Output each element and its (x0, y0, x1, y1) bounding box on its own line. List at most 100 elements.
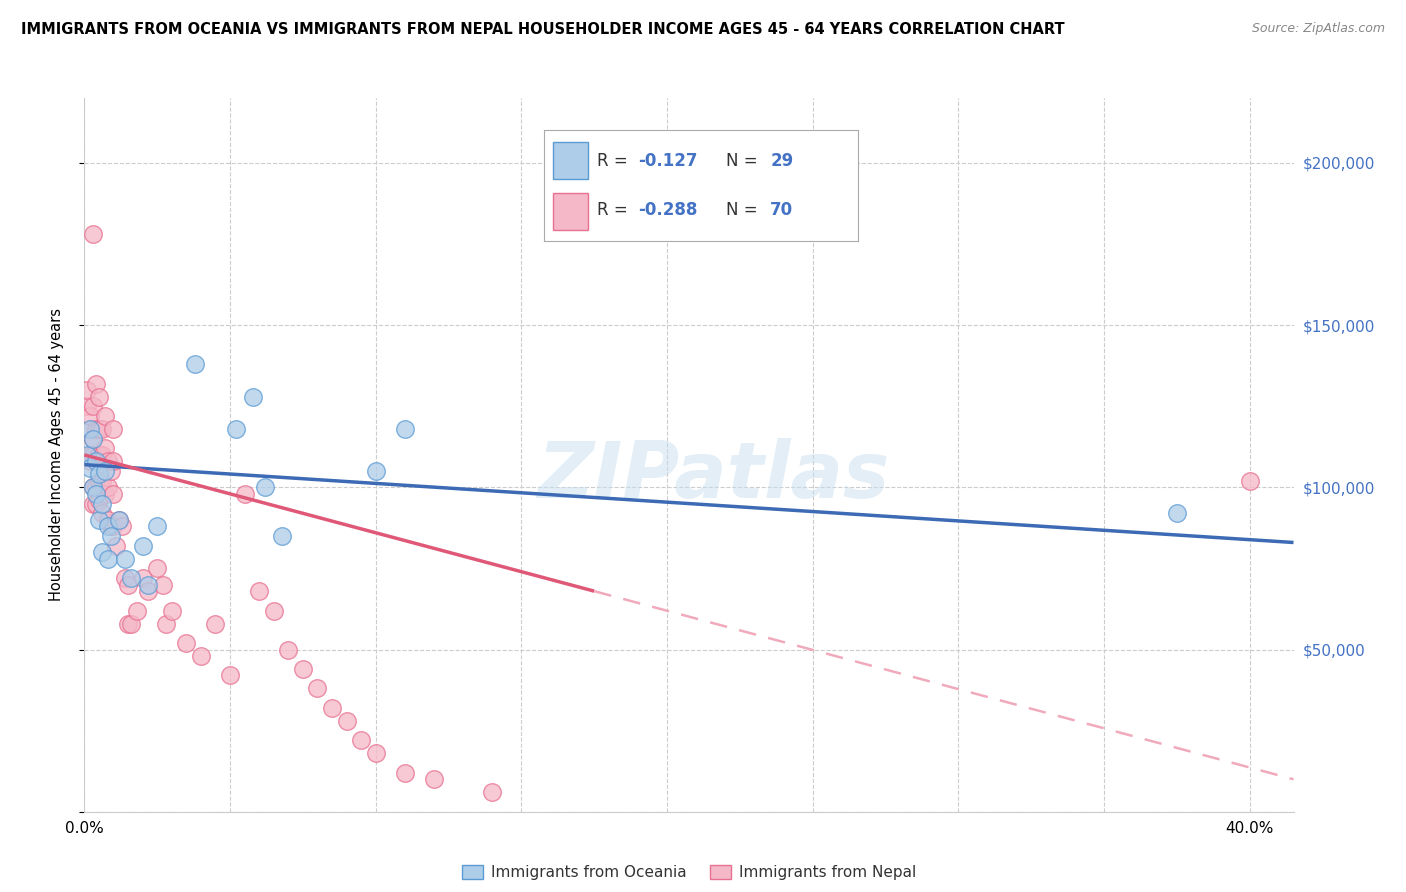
Point (100, 519, 122, 533)
Point (1239, 474, 1261, 488)
Point (82, 227, 104, 242)
Point (90, 422, 112, 436)
Point (138, 577, 160, 591)
Point (94, 487, 117, 501)
Point (97, 454, 120, 468)
Point (233, 487, 256, 501)
Point (79, 422, 101, 436)
Point (82, 399, 104, 413)
Point (100, 464, 122, 478)
Point (364, 747, 387, 761)
Point (82, 497, 104, 511)
Text: ZIPatlas: ZIPatlas (537, 438, 889, 515)
Point (336, 714, 359, 728)
Point (364, 464, 387, 478)
Point (103, 422, 125, 436)
Point (97, 513, 120, 527)
Point (84, 454, 107, 468)
Point (84, 497, 107, 511)
Point (155, 616, 177, 631)
Point (76, 383, 98, 397)
Text: Source: ZipAtlas.com: Source: ZipAtlas.com (1251, 22, 1385, 36)
Point (87, 513, 110, 527)
Point (94, 409, 117, 423)
Text: R =: R = (598, 202, 633, 219)
Point (94, 464, 117, 478)
Point (291, 662, 314, 676)
Point (105, 539, 128, 553)
Point (82, 480, 104, 494)
Bar (554, 143, 588, 179)
Point (131, 571, 153, 585)
Point (277, 642, 299, 657)
Point (103, 487, 125, 501)
Point (247, 584, 270, 599)
Text: N =: N = (725, 152, 763, 169)
Point (1166, 506, 1188, 520)
Point (87, 467, 110, 482)
Point (79, 409, 101, 423)
Point (90, 545, 112, 559)
Text: R =: R = (598, 152, 633, 169)
Point (84, 422, 107, 436)
Point (100, 529, 122, 543)
Point (114, 551, 136, 566)
Point (103, 519, 125, 533)
Point (225, 422, 247, 436)
Y-axis label: Householder Income Ages 45 - 64 years: Householder Income Ages 45 - 64 years (49, 309, 63, 601)
Point (90, 506, 112, 520)
Point (253, 480, 276, 494)
Point (176, 636, 198, 650)
Point (394, 422, 416, 436)
Point (307, 681, 329, 696)
Point (481, 785, 503, 799)
Point (184, 357, 207, 371)
Point (87, 474, 110, 488)
Point (103, 454, 125, 468)
Point (242, 390, 264, 404)
Point (271, 529, 294, 543)
Point (97, 480, 120, 494)
Point (84, 454, 107, 468)
Text: IMMIGRANTS FROM OCEANIA VS IMMIGRANTS FROM NEPAL HOUSEHOLDER INCOME AGES 45 - 64: IMMIGRANTS FROM OCEANIA VS IMMIGRANTS FR… (21, 22, 1064, 37)
Point (423, 772, 446, 787)
Point (146, 519, 169, 533)
Point (120, 616, 142, 631)
Point (204, 616, 226, 631)
Point (84, 487, 107, 501)
Point (97, 551, 120, 566)
Point (120, 571, 142, 585)
Point (117, 616, 139, 631)
Point (87, 493, 110, 508)
Point (94, 442, 117, 456)
Point (108, 513, 131, 527)
Point (76, 399, 98, 413)
Point (131, 539, 153, 553)
Point (82, 432, 104, 446)
Point (97, 519, 120, 533)
Text: -0.288: -0.288 (638, 202, 697, 219)
Point (87, 422, 110, 436)
Point (82, 448, 104, 462)
Point (160, 604, 183, 618)
Point (111, 519, 134, 533)
Point (90, 474, 112, 488)
Point (350, 733, 373, 747)
Point (76, 448, 98, 462)
Point (138, 584, 160, 599)
Point (79, 422, 101, 436)
Point (114, 571, 136, 585)
Point (219, 668, 242, 682)
Point (108, 513, 131, 527)
Text: -0.127: -0.127 (638, 152, 697, 169)
Point (125, 604, 148, 618)
Text: 29: 29 (770, 152, 793, 169)
Point (321, 701, 343, 715)
Point (263, 604, 285, 618)
Point (90, 448, 112, 462)
Point (82, 480, 104, 494)
Point (87, 448, 110, 462)
Point (84, 480, 107, 494)
Legend: Immigrants from Oceania, Immigrants from Nepal: Immigrants from Oceania, Immigrants from… (456, 859, 922, 886)
Point (87, 390, 110, 404)
